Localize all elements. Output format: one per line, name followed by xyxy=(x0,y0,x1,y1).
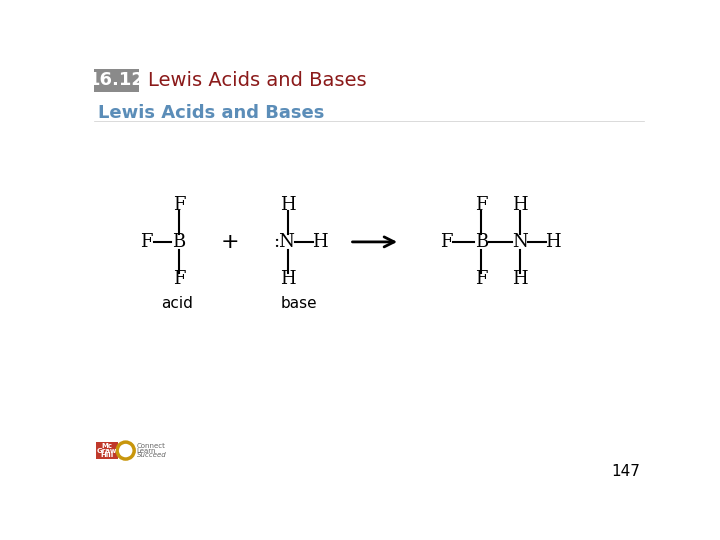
Text: 147: 147 xyxy=(611,464,640,479)
Text: F: F xyxy=(140,233,153,251)
Text: H: H xyxy=(312,233,328,251)
Text: 16.12: 16.12 xyxy=(88,71,145,89)
Text: Lewis Acids and Bases: Lewis Acids and Bases xyxy=(98,104,324,122)
Text: F: F xyxy=(440,233,453,251)
Text: base: base xyxy=(281,296,318,311)
Text: +: + xyxy=(220,232,239,252)
Text: F: F xyxy=(475,270,487,288)
Text: :N: :N xyxy=(274,233,295,251)
Text: H: H xyxy=(513,270,528,288)
Text: Learn: Learn xyxy=(137,448,156,454)
Text: B: B xyxy=(173,233,186,251)
Text: F: F xyxy=(173,270,185,288)
Text: N: N xyxy=(512,233,528,251)
Text: H: H xyxy=(545,233,560,251)
FancyBboxPatch shape xyxy=(94,69,139,92)
Text: Mc: Mc xyxy=(102,443,112,449)
Text: B: B xyxy=(474,233,488,251)
Text: Graw: Graw xyxy=(97,448,117,454)
FancyBboxPatch shape xyxy=(96,442,118,459)
Text: Succeed: Succeed xyxy=(137,452,166,458)
Text: Hill: Hill xyxy=(100,452,114,458)
Text: Lewis Acids and Bases: Lewis Acids and Bases xyxy=(148,71,366,90)
Text: H: H xyxy=(280,270,295,288)
Text: Connect: Connect xyxy=(137,443,166,449)
Text: H: H xyxy=(280,196,295,214)
Text: H: H xyxy=(513,196,528,214)
Text: F: F xyxy=(475,196,487,214)
Text: F: F xyxy=(173,196,185,214)
Text: acid: acid xyxy=(161,296,193,311)
